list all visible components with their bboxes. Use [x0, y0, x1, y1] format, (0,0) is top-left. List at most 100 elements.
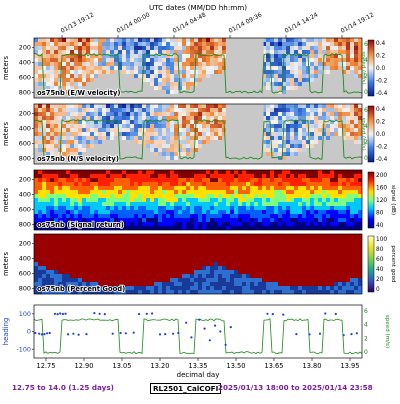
- heatmap-cell: [238, 242, 242, 246]
- heatmap-cell: [294, 132, 298, 136]
- heatmap-cell: [270, 78, 274, 82]
- heatmap-cell: [330, 86, 334, 90]
- heatmap-cell: [210, 170, 214, 174]
- heatmap-cell: [266, 194, 270, 198]
- heatmap-cell: [286, 136, 290, 140]
- heatmap-cell: [354, 148, 358, 152]
- heatmap-cell: [346, 270, 350, 274]
- heatmap-cell: [330, 282, 334, 286]
- heatmap-cell: [74, 258, 78, 262]
- heatmap-cell: [298, 182, 302, 186]
- heatmap-cell: [318, 202, 322, 206]
- heatmap-cell: [218, 202, 222, 206]
- heatmap-cell: [298, 124, 302, 128]
- heatmap-cell: [190, 182, 194, 186]
- heatmap-cell: [154, 156, 158, 160]
- heatmap-cell: [302, 174, 306, 178]
- heatmap-cell: [198, 46, 202, 50]
- heatmap-cell: [54, 258, 58, 262]
- heatmap-cell: [250, 210, 254, 214]
- heatmap-cell: [174, 270, 178, 274]
- heatmap-cell: [170, 186, 174, 190]
- heatmap-cell: [74, 194, 78, 198]
- heatmap-cell: [278, 282, 282, 286]
- heatmap-cell: [246, 222, 250, 226]
- heatmap-cell: [206, 202, 210, 206]
- heatmap-cell: [174, 190, 178, 194]
- heatmap-cell: [62, 274, 66, 278]
- heatmap-cell: [74, 46, 78, 50]
- heatmap-cell: [294, 282, 298, 286]
- heatmap-cell: [50, 206, 54, 210]
- heatmap-cell: [114, 258, 118, 262]
- heatmap-cell: [198, 250, 202, 254]
- heatmap-cell: [270, 148, 274, 152]
- heatmap-cell: [142, 278, 146, 282]
- heatmap-cell: [322, 42, 326, 46]
- heatmap-cell: [198, 274, 202, 278]
- heatmap-cell: [134, 148, 138, 152]
- heatmap-cell: [326, 82, 330, 86]
- heatmap-cell: [230, 234, 234, 238]
- heatmap-cell: [354, 222, 358, 226]
- heatmap-cell: [230, 218, 234, 222]
- heatmap-cell: [70, 46, 74, 50]
- heatmap-cell: [114, 178, 118, 182]
- heatmap-cell: [54, 148, 58, 152]
- heatmap-cell: [42, 234, 46, 238]
- heatmap-cell: [70, 70, 74, 74]
- heatmap-cell: [90, 262, 94, 266]
- heatmap-cell: [206, 194, 210, 198]
- heatmap-cell: [186, 54, 190, 58]
- heatmap-cell: [174, 42, 178, 46]
- heatmap-cell: [322, 202, 326, 206]
- heatmap-cell: [150, 250, 154, 254]
- heatmap-cell: [66, 66, 70, 70]
- heatmap-cell: [142, 254, 146, 258]
- heatmap-cell: [70, 250, 74, 254]
- heatmap-cell: [310, 144, 314, 148]
- heatmap-cell: [234, 202, 238, 206]
- heatmap-cell: [126, 128, 130, 132]
- heatmap-cell: [82, 190, 86, 194]
- heatmap-cell: [138, 270, 142, 274]
- heatmap-cell: [230, 186, 234, 190]
- heatmap-cell: [98, 62, 102, 66]
- heatmap-cell: [134, 136, 138, 140]
- heatmap-cell: [90, 206, 94, 210]
- heatmap-cell: [314, 58, 318, 62]
- heatmap-cell: [106, 70, 110, 74]
- heatmap-cell: [130, 238, 134, 242]
- heatmap-cell: [154, 242, 158, 246]
- heatmap-cell: [330, 116, 334, 120]
- heatmap-cell: [262, 254, 266, 258]
- top-axis-label: UTC dates (MM/DD hh:mm): [149, 3, 247, 12]
- heatmap-cell: [198, 266, 202, 270]
- heatmap-cell: [54, 132, 58, 136]
- heatmap-cell: [186, 198, 190, 202]
- heatmap-cell: [122, 132, 126, 136]
- heatmap-cell: [198, 104, 202, 108]
- heatmap-cell: [190, 246, 194, 250]
- heatmap-cell: [194, 242, 198, 246]
- heatmap-cell: [266, 202, 270, 206]
- heatmap-cell: [310, 194, 314, 198]
- heatmap-cell: [158, 82, 162, 86]
- heatmap-cell: [230, 190, 234, 194]
- heatmap-cell: [354, 178, 358, 182]
- heatmap-cell: [254, 282, 258, 286]
- heatmap-cell: [174, 178, 178, 182]
- heatmap-cell: [326, 50, 330, 54]
- heatmap-cell: [278, 54, 282, 58]
- heatmap-cell: [250, 198, 254, 202]
- heatmap-cell: [218, 266, 222, 270]
- heatmap-cell: [130, 120, 134, 124]
- heatmap-cell: [326, 132, 330, 136]
- heatmap-cell: [214, 152, 218, 156]
- right-axis-label: speed (m/s): [360, 117, 366, 150]
- heatmap-cell: [302, 78, 306, 82]
- heatmap-cell: [206, 148, 210, 152]
- heatmap-cell: [158, 90, 162, 94]
- heatmap-cell: [214, 254, 218, 258]
